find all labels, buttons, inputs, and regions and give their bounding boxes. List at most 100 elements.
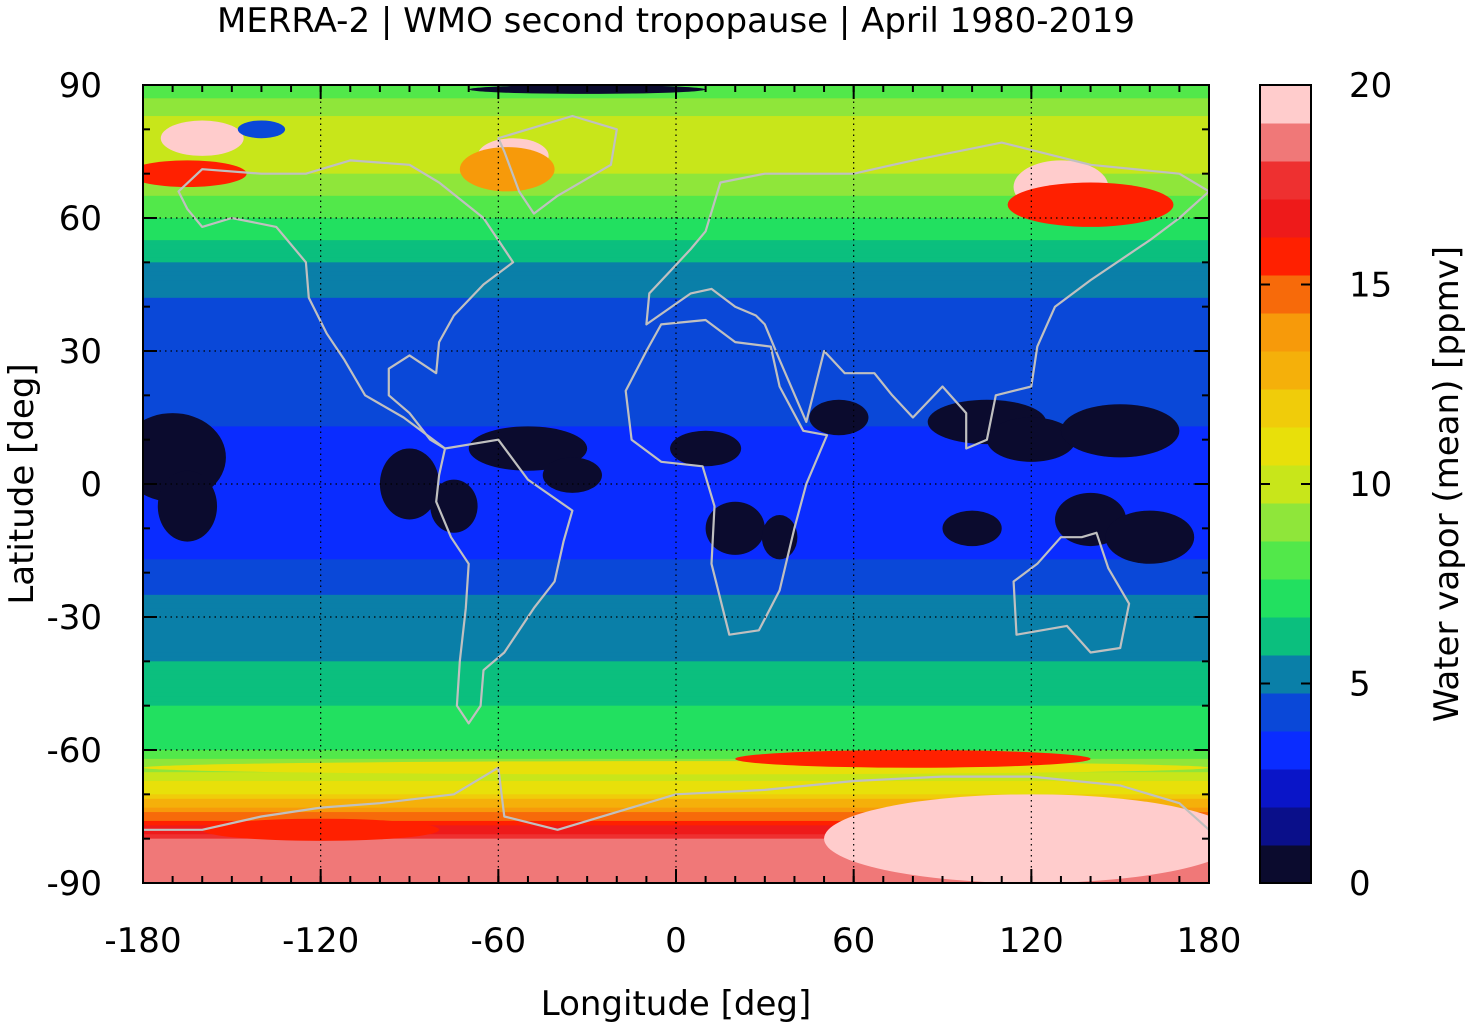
zonal-band bbox=[143, 537, 1209, 543]
zonal-band bbox=[143, 430, 1209, 436]
zonal-band bbox=[143, 532, 1209, 538]
zonal-band bbox=[143, 404, 1209, 410]
zonal-band bbox=[143, 816, 1209, 822]
colorbar-tick-label: 5 bbox=[1349, 665, 1371, 705]
zonal-band bbox=[143, 271, 1209, 277]
zonal-band bbox=[143, 191, 1209, 197]
zonal-band bbox=[143, 488, 1209, 494]
zonal-band bbox=[143, 492, 1209, 498]
y-tick-label: 90 bbox=[59, 66, 102, 106]
zonal-band bbox=[143, 621, 1209, 627]
zonal-band bbox=[143, 186, 1209, 192]
zonal-band bbox=[143, 355, 1209, 361]
zonal-band bbox=[143, 741, 1209, 747]
zonal-band bbox=[143, 169, 1209, 175]
colorbar-segment bbox=[1260, 85, 1311, 124]
y-tick-labels: 90 60 30 0 -30 -60 -90 bbox=[46, 66, 102, 904]
zonal-band bbox=[143, 470, 1209, 476]
zonal-band bbox=[143, 129, 1209, 135]
zonal-band bbox=[143, 789, 1209, 795]
zonal-band bbox=[143, 218, 1209, 224]
zonal-band bbox=[143, 860, 1209, 866]
antarctic-red-edge-west bbox=[202, 818, 440, 841]
zonal-band bbox=[143, 266, 1209, 272]
zonal-band bbox=[143, 603, 1209, 609]
coastline-south-america bbox=[435, 438, 574, 725]
zonal-band bbox=[143, 794, 1209, 800]
zonal-band bbox=[143, 559, 1209, 565]
zonal-band bbox=[143, 377, 1209, 383]
y-tick-label: -30 bbox=[46, 598, 102, 638]
zonal-band bbox=[143, 475, 1209, 481]
zonal-band bbox=[143, 705, 1209, 711]
zonal-band bbox=[143, 133, 1209, 139]
coastline-north-america bbox=[177, 159, 515, 450]
zonal-band bbox=[143, 351, 1209, 357]
zonal-band bbox=[143, 284, 1209, 290]
zonal-band bbox=[143, 120, 1209, 126]
coastline-antarctica bbox=[143, 766, 1209, 831]
y-axis-label: Latitude [deg] bbox=[2, 363, 42, 604]
map-plot-area bbox=[143, 85, 1209, 883]
zonal-band bbox=[143, 630, 1209, 636]
zonal-band bbox=[143, 652, 1209, 658]
colorbar-segment bbox=[1260, 351, 1311, 390]
zonal-band bbox=[143, 151, 1209, 157]
colorbar-segment bbox=[1260, 731, 1311, 770]
zonal-band bbox=[143, 674, 1209, 680]
zonal-band bbox=[143, 692, 1209, 698]
zonal-band bbox=[143, 625, 1209, 631]
zonal-band bbox=[143, 546, 1209, 552]
zonal-band bbox=[143, 324, 1209, 330]
y-tick-label: -90 bbox=[46, 864, 102, 904]
colorbar-segment bbox=[1260, 123, 1311, 162]
colorbar-segment bbox=[1260, 427, 1311, 466]
zonal-band bbox=[143, 147, 1209, 153]
antarctic-red-edge bbox=[735, 750, 1091, 768]
zonal-band bbox=[143, 417, 1209, 423]
zonal-band bbox=[143, 399, 1209, 405]
zonal-band bbox=[143, 838, 1209, 844]
x-tick-label: 180 bbox=[1177, 921, 1242, 961]
zonal-band bbox=[143, 249, 1209, 255]
zonal-band bbox=[143, 577, 1209, 583]
zonal-band bbox=[143, 240, 1209, 246]
zonal-band bbox=[143, 280, 1209, 286]
colorbar-segment bbox=[1260, 541, 1311, 580]
zonal-band bbox=[143, 408, 1209, 414]
zonal-band bbox=[143, 222, 1209, 228]
zonal-band bbox=[143, 679, 1209, 685]
coastline-australia bbox=[1012, 531, 1131, 654]
zonal-band bbox=[143, 865, 1209, 871]
zonal-band bbox=[143, 173, 1209, 179]
zonal-band bbox=[143, 257, 1209, 263]
axis-ticks bbox=[142, 84, 1210, 884]
zonal-band bbox=[143, 581, 1209, 587]
x-tick-label: 60 bbox=[832, 921, 875, 961]
x-tick-label: 0 bbox=[665, 921, 687, 961]
x-tick-label: -120 bbox=[282, 921, 359, 961]
zonal-band bbox=[143, 142, 1209, 148]
convective-patch bbox=[157, 470, 218, 542]
zonal-band bbox=[143, 843, 1209, 849]
zonal-band bbox=[143, 745, 1209, 751]
zonal-band bbox=[143, 736, 1209, 742]
zonal-band bbox=[143, 333, 1209, 339]
zonal-band bbox=[143, 648, 1209, 654]
colorbar-segment bbox=[1260, 579, 1311, 618]
y-tick-label: 0 bbox=[80, 465, 102, 505]
x-tick-label: -180 bbox=[104, 921, 181, 961]
y-tick-label: 30 bbox=[59, 332, 102, 372]
zonal-band bbox=[143, 585, 1209, 591]
convective-patch bbox=[942, 510, 1002, 547]
zonal-band bbox=[143, 851, 1209, 857]
colorbar-segment bbox=[1260, 275, 1311, 314]
x-axis-label: Longitude [deg] bbox=[541, 984, 812, 1024]
zonal-band bbox=[143, 554, 1209, 560]
colorbar-segment bbox=[1260, 845, 1311, 884]
x-tick-label: 120 bbox=[999, 921, 1064, 961]
zonal-band bbox=[143, 750, 1209, 756]
zonal-band bbox=[143, 395, 1209, 401]
zonal-band bbox=[143, 714, 1209, 720]
x-tick-labels: -180 -120 -60 0 60 120 180 bbox=[104, 921, 1241, 961]
